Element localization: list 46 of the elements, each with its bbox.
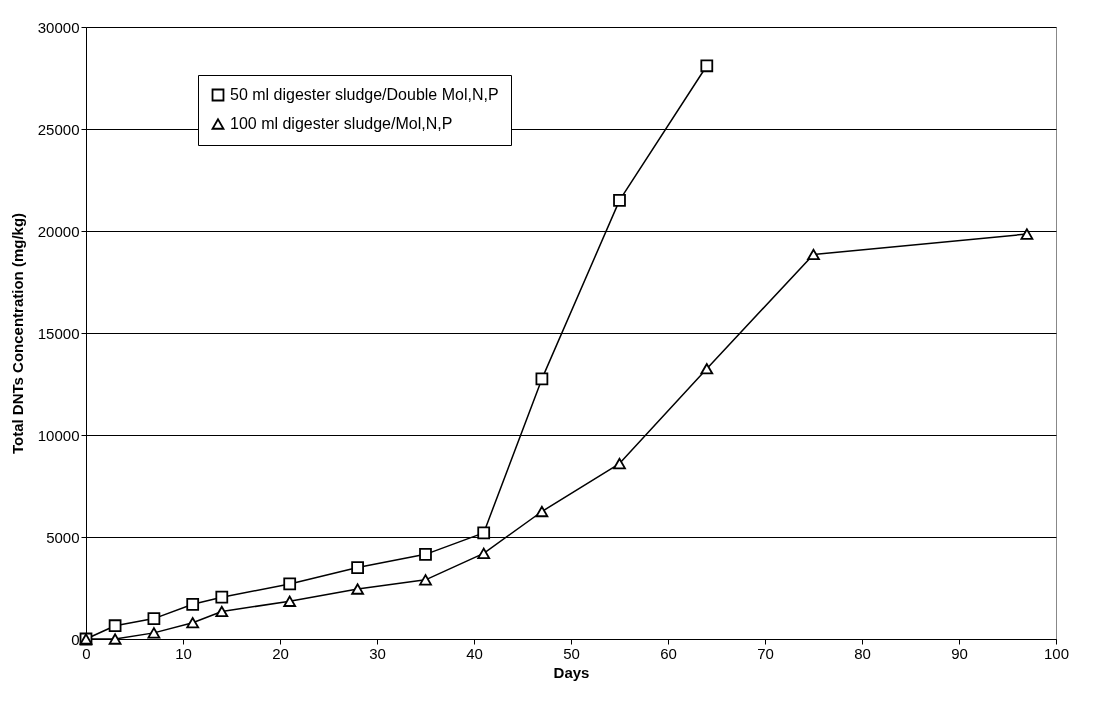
x-tick-label: 20 xyxy=(272,644,289,662)
point xyxy=(613,194,626,207)
y-axis-title: Total DNTs Concentration (mg/kg) xyxy=(8,212,26,455)
point xyxy=(477,526,491,540)
point xyxy=(535,372,549,386)
y-tick-label: 25000 xyxy=(37,120,80,138)
point xyxy=(283,595,297,607)
point xyxy=(215,605,229,618)
y-tick-label: 30000 xyxy=(37,18,80,36)
x-axis-title: Days xyxy=(553,663,590,681)
point xyxy=(477,547,491,559)
y-tick-label: 0 xyxy=(71,630,80,648)
legend-label: 50 ml digester sludge/Double Mol,N,P xyxy=(230,86,499,103)
point xyxy=(1020,228,1034,240)
point xyxy=(351,561,364,574)
x-tick-label: 0 xyxy=(82,644,91,662)
point xyxy=(147,627,161,639)
point xyxy=(108,619,122,633)
point xyxy=(186,617,200,629)
x-tick-label: 40 xyxy=(466,644,483,662)
x-tick-label: 80 xyxy=(854,644,871,662)
point xyxy=(283,577,297,591)
point xyxy=(419,574,432,586)
point xyxy=(807,248,820,261)
y-tick-label: 20000 xyxy=(37,222,80,240)
legend-label: 100 ml digester sludge/Mol,N,P xyxy=(230,115,453,132)
point xyxy=(419,547,432,561)
x-tick-label: 90 xyxy=(951,644,968,662)
point xyxy=(700,59,714,73)
y-tick-label: 5000 xyxy=(46,528,80,546)
point xyxy=(351,583,364,595)
y-tick-label: 10000 xyxy=(37,426,80,444)
point xyxy=(108,633,122,645)
point xyxy=(147,612,161,625)
point xyxy=(535,505,549,518)
point xyxy=(700,363,714,375)
x-tick-label: 10 xyxy=(175,644,192,662)
y-tick-label: 15000 xyxy=(37,324,80,342)
point xyxy=(613,457,626,470)
x-tick-label: 100 xyxy=(1043,644,1070,662)
x-tick-label: 70 xyxy=(757,644,774,662)
x-tick-label: 50 xyxy=(563,644,580,662)
x-tick-label: 60 xyxy=(660,644,677,662)
point xyxy=(215,590,229,604)
x-tick-label: 30 xyxy=(369,644,386,662)
point xyxy=(186,597,200,611)
